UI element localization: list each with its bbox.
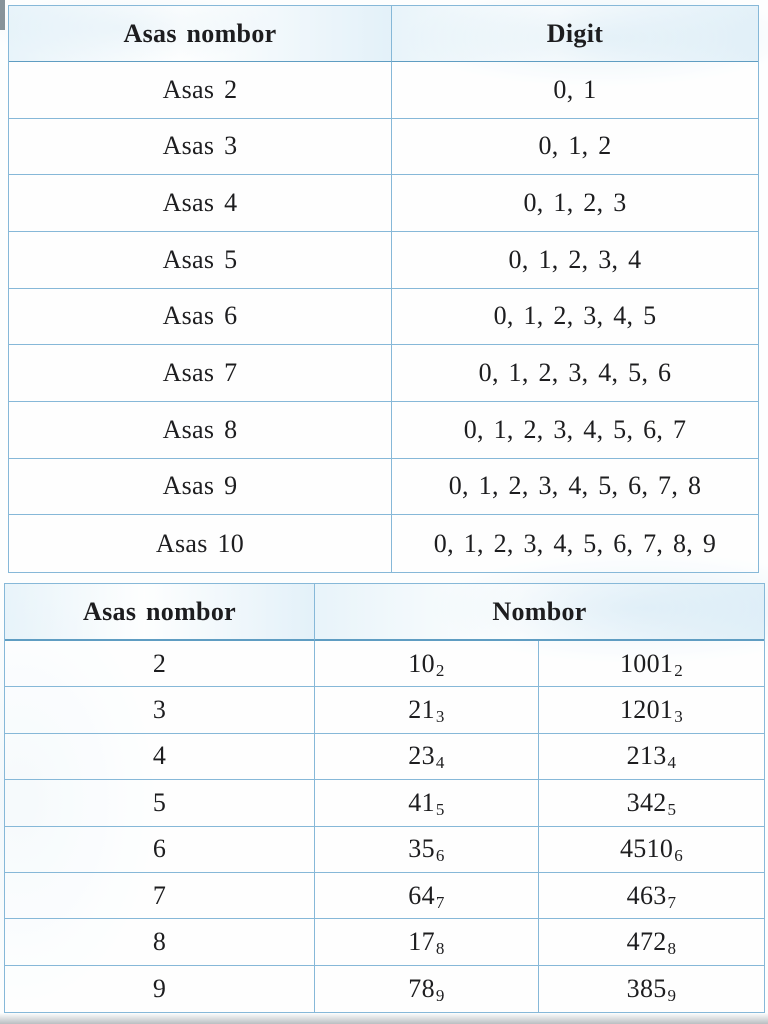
base-cell: Asas 6 bbox=[9, 288, 391, 346]
number-cell: 64 7 bbox=[314, 872, 538, 920]
number-cell: 78 9 bbox=[314, 965, 538, 1012]
number-value: 472 bbox=[626, 926, 667, 956]
number-value: 78 bbox=[408, 973, 435, 1003]
digits-cell: 0, 1, 2, 3, 4 bbox=[391, 232, 758, 289]
t2-header-nombor: Nombor bbox=[314, 584, 764, 641]
digits-cell: 0, 1, 2, 3, 4, 5, 6, 7, 8 bbox=[391, 458, 758, 516]
number-cell: 1001 2 bbox=[538, 641, 764, 688]
base-cell: Asas 5 bbox=[9, 232, 391, 289]
base-cell: Asas 9 bbox=[9, 458, 391, 516]
t1-header-asas-nombor: Asas nombor bbox=[9, 6, 391, 62]
number-value: 10 bbox=[408, 648, 435, 678]
number-value: 41 bbox=[408, 787, 435, 817]
base-cell: 3 bbox=[5, 687, 314, 734]
number-cell: 463 7 bbox=[538, 872, 764, 920]
number-cell: 17 8 bbox=[314, 919, 538, 966]
base-cell: 8 bbox=[5, 919, 314, 966]
number-value: 64 bbox=[408, 880, 435, 910]
base-cell: Asas 4 bbox=[9, 175, 391, 232]
base-cell: Asas 2 bbox=[9, 62, 391, 119]
number-cell: 213 4 bbox=[538, 733, 764, 781]
scan-shadow bbox=[0, 1013, 768, 1024]
base-cell: Asas 3 bbox=[9, 118, 391, 176]
base-number-table: Asas nombor Nombor 2 10 2 1001 2 3 21 3 120… bbox=[4, 583, 765, 1013]
number-cell: 1201 3 bbox=[538, 687, 764, 734]
number-value: 385 bbox=[626, 973, 667, 1003]
base-cell: 7 bbox=[5, 872, 314, 920]
base-cell: Asas 10 bbox=[9, 515, 391, 572]
number-value: 1201 bbox=[619, 695, 674, 725]
t2-header-asas-nombor: Asas nombor bbox=[5, 584, 314, 641]
number-cell: 472 8 bbox=[538, 919, 764, 966]
number-value: 1001 bbox=[619, 648, 674, 678]
number-value: 23 bbox=[408, 741, 435, 771]
number-cell: 23 4 bbox=[314, 733, 538, 781]
number-value: 35 bbox=[408, 834, 435, 864]
number-cell: 21 3 bbox=[314, 687, 538, 734]
base-cell: 6 bbox=[5, 826, 314, 873]
digits-cell: 0, 1, 2, 3, 4, 5, 6 bbox=[391, 345, 758, 402]
digits-cell: 0, 1, 2, 3 bbox=[391, 175, 758, 232]
scan-artifact bbox=[0, 0, 5, 30]
base-cell: 5 bbox=[5, 780, 314, 827]
base-cell: 9 bbox=[5, 965, 314, 1012]
digits-cell: 0, 1, 2, 3, 4, 5, 6, 7, 8, 9 bbox=[391, 515, 758, 572]
number-cell: 4510 6 bbox=[538, 826, 764, 873]
number-cell: 41 5 bbox=[314, 780, 538, 827]
number-value: 342 bbox=[626, 787, 667, 817]
base-cell: 4 bbox=[5, 733, 314, 781]
base-cell: Asas 8 bbox=[9, 402, 391, 459]
number-cell: 342 5 bbox=[538, 780, 764, 827]
base-digit-table: Asas nombor Digit Asas 2 0, 1 Asas 3 0, … bbox=[8, 5, 759, 573]
number-value: 21 bbox=[408, 695, 435, 725]
t1-header-digit: Digit bbox=[391, 6, 758, 62]
number-value: 4510 bbox=[619, 834, 674, 864]
digits-cell: 0, 1, 2, 3, 4, 5, 6, 7 bbox=[391, 402, 758, 459]
base-cell: 2 bbox=[5, 641, 314, 688]
number-cell: 35 6 bbox=[314, 826, 538, 873]
digits-cell: 0, 1, 2 bbox=[391, 118, 758, 176]
number-cell: 385 9 bbox=[538, 965, 764, 1012]
digits-cell: 0, 1, 2, 3, 4, 5 bbox=[391, 288, 758, 346]
number-value: 17 bbox=[408, 926, 435, 956]
number-value: 213 bbox=[626, 741, 667, 771]
number-cell: 10 2 bbox=[314, 641, 538, 688]
digits-cell: 0, 1 bbox=[391, 62, 758, 119]
number-value: 463 bbox=[626, 880, 667, 910]
base-cell: Asas 7 bbox=[9, 345, 391, 402]
